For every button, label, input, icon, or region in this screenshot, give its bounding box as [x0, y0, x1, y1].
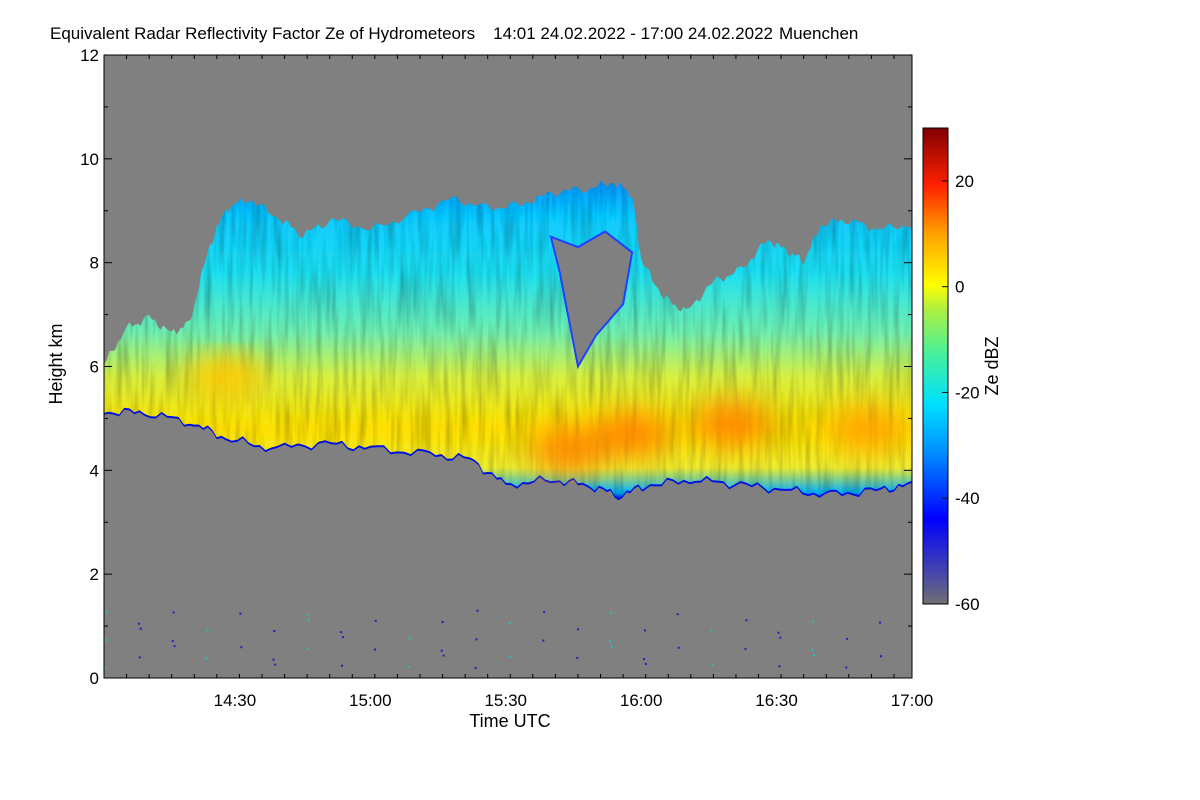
- y-tick-label: 10: [80, 150, 99, 169]
- colorbar-tick-label: 20: [955, 172, 974, 191]
- clutter-speck: [543, 610, 546, 613]
- colorbar-ticks: 20 0 -20 -40 -60: [942, 172, 980, 614]
- x-tick-label: 16:30: [755, 691, 798, 710]
- clutter-speck: [104, 667, 106, 670]
- clutter-speck: [308, 618, 310, 621]
- clutter-speck: [610, 612, 612, 614]
- colorbar-tick-label: -60: [955, 595, 980, 614]
- clutter-speck: [205, 657, 208, 660]
- y-tick-label: 12: [80, 46, 99, 65]
- colorbar-label: Ze dBZ: [982, 336, 1002, 395]
- clutter-speck: [374, 619, 377, 622]
- y-tick-label: 0: [90, 669, 99, 688]
- clutter-speck: [813, 654, 816, 657]
- clutter-speck: [273, 630, 276, 632]
- clutter-speck: [306, 613, 309, 616]
- reflectivity-core: [594, 411, 671, 456]
- clutter-speck: [475, 638, 478, 641]
- clutter-speck: [440, 649, 443, 652]
- clutter-speck: [206, 628, 209, 631]
- clear-air-gap: [549, 230, 634, 370]
- clutter-speck: [779, 636, 782, 639]
- clutter-speck: [373, 648, 376, 651]
- x-tick-label: 17:00: [891, 691, 934, 710]
- ground-clutter: [104, 609, 882, 670]
- clutter-speck: [171, 640, 174, 643]
- clutter-speck: [644, 663, 647, 665]
- clutter-speck: [677, 646, 680, 649]
- clutter-speck: [811, 649, 814, 652]
- clutter-speck: [845, 666, 848, 669]
- clutter-speck: [577, 628, 580, 631]
- clutter-speck: [610, 645, 613, 648]
- clutter-speck: [104, 639, 107, 641]
- clutter-speck: [173, 645, 176, 648]
- clutter-speck: [745, 619, 748, 622]
- clutter-speck: [643, 658, 645, 661]
- reflectivity-core: [693, 401, 770, 446]
- x-tick-label: 16:00: [620, 691, 663, 710]
- y-tick-label: 8: [90, 254, 99, 273]
- colorbar-tick-label: -20: [955, 383, 980, 402]
- clutter-speck: [474, 667, 477, 669]
- colorbar-tick-label: -40: [955, 489, 980, 508]
- clutter-speck: [172, 611, 175, 614]
- clutter-speck: [711, 664, 714, 667]
- clutter-speck: [442, 654, 445, 657]
- x-tick-label: 15:00: [349, 691, 392, 710]
- clutter-speck: [542, 639, 545, 642]
- clutter-speck: [139, 627, 142, 630]
- clutter-speck: [274, 663, 277, 666]
- clutter-speck: [609, 640, 612, 643]
- chart-title: Equivalent Radar Reflectivity Factor Ze …: [50, 24, 858, 43]
- clutter-speck: [441, 621, 444, 623]
- y-axis-label: Height km: [46, 323, 66, 404]
- reflectivity-core: [187, 354, 264, 399]
- clutter-speck: [307, 647, 310, 650]
- x-axis-label: Time UTC: [469, 711, 550, 731]
- clutter-speck: [710, 630, 713, 633]
- reflectivity-core: [828, 406, 905, 451]
- y-tick-label: 6: [90, 358, 99, 377]
- clutter-speck: [105, 610, 108, 613]
- clutter-speck: [138, 656, 141, 659]
- y-tick-label: 2: [90, 565, 99, 584]
- x-tick-label: 14:30: [214, 691, 257, 710]
- clutter-speck: [240, 646, 243, 649]
- reflectivity-field: [104, 180, 912, 670]
- clutter-speck: [643, 629, 646, 632]
- clutter-speck: [408, 637, 411, 640]
- clutter-speck: [879, 621, 881, 624]
- clutter-speck: [744, 647, 747, 650]
- clutter-speck: [777, 631, 780, 634]
- x-axis: 14:30 15:00 15:30 16:00 16:30 17:00: [103, 55, 934, 710]
- y-axis: 0 2 4 6 8 10 12: [80, 46, 912, 688]
- clutter-speck: [476, 609, 479, 612]
- clutter-speck: [272, 658, 275, 661]
- clutter-speck: [880, 655, 882, 658]
- x-tick-label: 15:30: [484, 691, 527, 710]
- colorbar-tick-label: 0: [955, 278, 964, 297]
- reflectivity-core: [530, 427, 607, 472]
- clutter-speck: [340, 631, 343, 634]
- clutter-speck: [239, 612, 242, 615]
- clutter-speck: [509, 655, 512, 658]
- reflectivity-cores: [187, 354, 905, 472]
- clutter-speck: [137, 622, 140, 625]
- clutter-speck: [576, 656, 579, 659]
- clutter-speck: [341, 636, 344, 639]
- clutter-speck: [508, 622, 511, 625]
- clutter-speck: [778, 665, 781, 668]
- clutter-speck: [676, 613, 679, 616]
- colorbar: [922, 127, 949, 605]
- clutter-speck: [846, 637, 849, 640]
- clutter-speck: [341, 664, 343, 667]
- clutter-speck: [407, 665, 410, 668]
- y-tick-label: 4: [90, 461, 99, 480]
- clutter-speck: [812, 620, 815, 623]
